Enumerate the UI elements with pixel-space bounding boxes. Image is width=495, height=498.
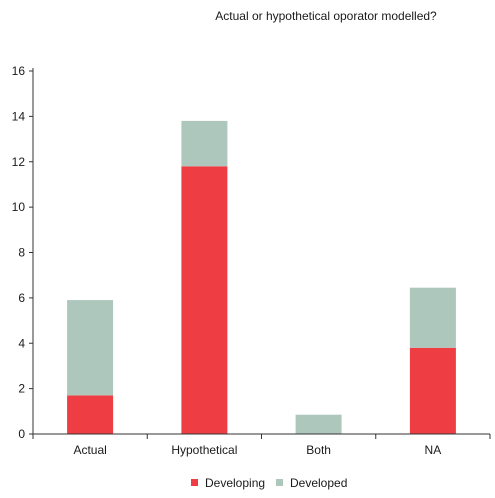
legend-swatch-developed bbox=[276, 479, 283, 486]
y-tick-label: 6 bbox=[18, 291, 25, 305]
y-tick-label: 14 bbox=[12, 109, 26, 123]
bar-developed-hypothetical bbox=[181, 120, 228, 167]
y-tick-label: 2 bbox=[18, 382, 25, 396]
x-tick-label: NA bbox=[425, 443, 442, 457]
legend-swatch-developing bbox=[191, 479, 198, 486]
x-tick-label: Hypothetical bbox=[171, 443, 237, 457]
legend-label-developing: Developing bbox=[205, 476, 265, 490]
y-tick-label: 12 bbox=[12, 155, 26, 169]
bar-developed-actual bbox=[67, 300, 114, 396]
y-tick-label: 0 bbox=[18, 427, 25, 441]
bar-developing-na bbox=[409, 347, 456, 434]
y-tick-label: 16 bbox=[12, 64, 26, 78]
chart-title: Actual or hypothetical oporator modelled… bbox=[215, 9, 437, 23]
bar-developing-hypothetical bbox=[181, 166, 228, 435]
x-tick-label: Both bbox=[306, 443, 331, 457]
bar-developing-actual bbox=[67, 395, 114, 434]
x-tick-label: Actual bbox=[73, 443, 106, 457]
legend: Developing Developed bbox=[191, 476, 347, 490]
y-tick-label: 10 bbox=[12, 200, 26, 214]
y-tick-label: 4 bbox=[18, 336, 25, 350]
legend-label-developed: Developed bbox=[290, 476, 347, 490]
bar-developed-na bbox=[409, 287, 456, 348]
y-tick-label: 8 bbox=[18, 246, 25, 260]
bar-developed-both bbox=[295, 414, 342, 434]
plot-area: 0 2 4 6 8 10 12 14 16 Actual Hypothetical Both NA bbox=[12, 64, 491, 457]
